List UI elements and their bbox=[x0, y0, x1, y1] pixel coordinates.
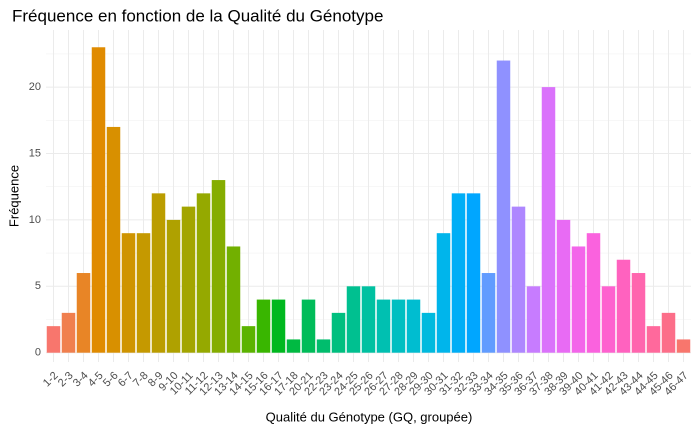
bar bbox=[316, 339, 331, 353]
bar bbox=[166, 219, 181, 353]
bar bbox=[346, 286, 361, 353]
bar bbox=[211, 180, 226, 353]
bar bbox=[541, 87, 556, 353]
bar bbox=[361, 286, 376, 353]
bar bbox=[631, 273, 646, 353]
bar bbox=[46, 326, 61, 353]
bar bbox=[406, 299, 421, 353]
bar bbox=[256, 299, 271, 353]
bar bbox=[301, 299, 316, 353]
bar bbox=[61, 312, 76, 353]
bar bbox=[496, 60, 511, 353]
bar bbox=[196, 193, 211, 353]
bar bbox=[661, 312, 676, 353]
bar bbox=[481, 273, 496, 353]
bar bbox=[121, 233, 136, 353]
bar bbox=[331, 312, 346, 353]
bar bbox=[466, 193, 481, 353]
bar bbox=[376, 299, 391, 353]
bar bbox=[646, 326, 661, 353]
y-tick-label: 5 bbox=[35, 280, 41, 292]
bar bbox=[151, 193, 166, 353]
bar bbox=[106, 126, 121, 353]
y-axis-title: Fréquence bbox=[6, 165, 21, 227]
y-tick-label: 15 bbox=[29, 147, 41, 159]
bar bbox=[571, 246, 586, 353]
bar bbox=[91, 47, 106, 353]
y-tick-label: 20 bbox=[29, 81, 41, 93]
bar bbox=[586, 233, 601, 353]
y-tick-label: 10 bbox=[29, 214, 41, 226]
bar bbox=[601, 286, 616, 353]
bar bbox=[526, 286, 541, 353]
bar bbox=[271, 299, 286, 353]
bar bbox=[511, 206, 526, 353]
bar bbox=[391, 299, 406, 353]
bar bbox=[181, 206, 196, 353]
bar bbox=[136, 233, 151, 353]
bar bbox=[226, 246, 241, 353]
bar bbox=[676, 339, 691, 353]
y-tick-label: 0 bbox=[35, 347, 41, 359]
x-axis-title: Qualité du Génotype (GQ, groupée) bbox=[266, 409, 473, 424]
bar bbox=[436, 233, 451, 353]
bar bbox=[556, 219, 571, 353]
bar bbox=[241, 326, 256, 353]
bar bbox=[286, 339, 301, 353]
bar bbox=[451, 193, 466, 353]
chart-title: Fréquence en fonction de la Qualité du G… bbox=[12, 6, 383, 25]
bar bbox=[616, 259, 631, 353]
bar bbox=[421, 312, 436, 353]
bar bbox=[76, 273, 91, 353]
